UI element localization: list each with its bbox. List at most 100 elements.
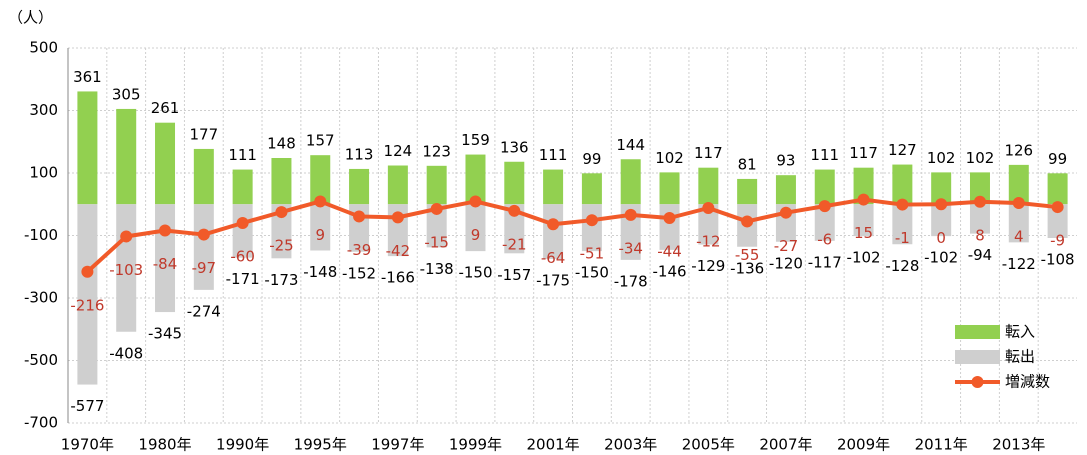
bar-value-label: -178 [614,272,648,290]
bar [465,154,486,205]
net-marker [857,193,870,206]
x-tick-label: 1990年 [216,436,269,454]
bar [931,204,952,237]
net-value-label: -9 [1050,232,1065,250]
net-value-label: 0 [936,229,946,247]
bar-value-label: -150 [575,264,609,282]
bar-value-label: -117 [808,253,842,271]
x-tick-label: 2011年 [915,436,968,454]
x-tick-label: 1980年 [138,436,191,454]
bar-value-label: -129 [691,257,725,275]
bar-value-label: 126 [1004,141,1033,159]
bar-value-label: 177 [190,125,219,143]
net-marker [236,217,249,229]
net-value-label: -15 [424,233,449,251]
bar [155,122,176,205]
net-marker [197,228,210,241]
bar [193,204,214,290]
net-marker [1051,201,1064,214]
bar [232,169,253,205]
bar [698,167,719,205]
legend-label: 転入 [1005,323,1035,341]
bar-value-label: -146 [652,262,686,280]
bar-value-label: 148 [267,135,296,153]
net-marker [935,198,948,211]
bar [581,204,602,252]
x-tick-label: 2007年 [759,436,812,454]
bar-value-label: 117 [694,144,723,162]
x-tick-label: 2005年 [682,436,735,454]
bar-value-label: -102 [847,249,881,267]
bar-value-label: -148 [303,263,337,281]
bar-value-label: 81 [738,155,757,173]
bar [543,204,564,259]
legend-label: 転出 [1005,348,1035,366]
bar-value-label: 159 [461,131,490,149]
net-marker [702,202,715,214]
bar [814,204,835,241]
bar [271,158,292,205]
net-marker [663,212,676,224]
bar-value-label: 102 [927,149,956,167]
legend-swatch [955,325,1000,339]
x-tick-label: 2009年 [837,436,890,454]
net-marker [508,204,521,217]
bar-value-label: 111 [539,146,568,164]
bar [271,204,292,259]
bar [853,167,874,205]
net-marker [585,214,598,227]
bar [1047,204,1068,238]
y-tick-label: -700 [24,414,58,432]
bar [310,204,331,251]
bar-value-label: 124 [384,142,413,160]
y-axis-unit: （人） [8,9,53,27]
bar-value-label: 111 [810,146,839,164]
bar [581,173,602,205]
net-marker [624,208,637,221]
bar [1008,164,1029,205]
bar-value-label: -345 [148,325,182,343]
bar [426,165,447,205]
bar [620,159,641,205]
y-tick-label: -500 [24,351,58,369]
y-tick-label: -100 [24,226,58,244]
bar [504,161,525,205]
bar-value-label: 157 [306,132,335,150]
bar [77,204,98,385]
net-value-label: -60 [230,248,255,266]
bar [116,108,137,205]
bar [814,169,835,205]
net-marker [391,211,404,224]
bar-value-label: 113 [345,145,374,163]
net-value-label: 8 [975,226,985,244]
bar-value-label: 305 [112,85,141,103]
net-marker [120,230,133,243]
net-value-label: -216 [70,296,104,314]
net-value-label: -44 [657,243,682,261]
bar-value-label: -122 [1002,255,1036,273]
bar [426,204,447,248]
net-value-label: -25 [269,237,294,255]
bar-value-label: 361 [73,68,102,86]
bar [543,169,564,205]
bar-value-label: -136 [730,259,764,277]
bar-value-label: -138 [420,260,454,278]
legend-swatch [955,350,1000,364]
bar [387,165,408,205]
net-marker [314,195,327,208]
bar [892,164,913,205]
bar-value-label: 117 [849,144,878,162]
net-value-label: -97 [192,259,217,277]
net-value-label: -6 [817,231,832,249]
net-value-label: -51 [580,245,605,263]
bar [737,178,758,205]
bar [659,172,680,205]
bar-value-label: -173 [264,271,298,289]
bar-value-label: -94 [968,246,993,264]
x-tick-label: 2003年 [604,436,657,454]
net-marker [275,206,288,219]
bar [775,175,796,205]
net-marker [818,200,831,213]
net-value-label: -84 [153,255,178,273]
legend-label: 増減数 [1005,373,1050,391]
